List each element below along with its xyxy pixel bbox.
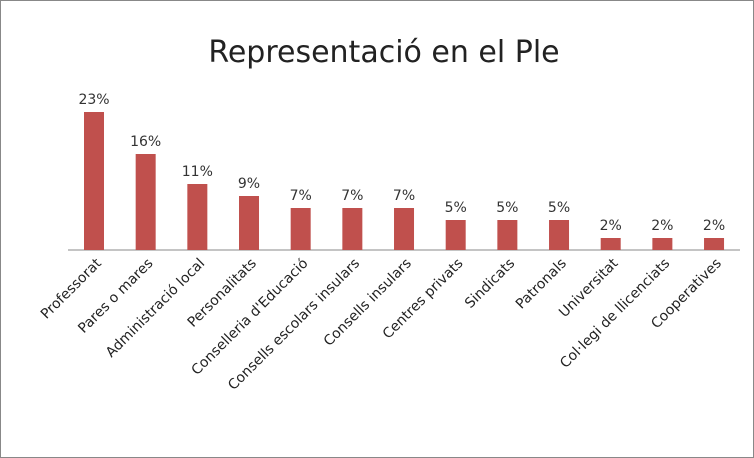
bar: [290, 208, 311, 250]
value-label: 5%: [496, 200, 518, 216]
bar: [187, 184, 208, 250]
bar: [600, 238, 621, 250]
chart-title: Representació en el Ple: [208, 35, 559, 70]
bar: [84, 112, 104, 250]
value-label: 23%: [78, 92, 109, 108]
value-label: 9%: [238, 176, 260, 192]
value-label: 7%: [393, 188, 415, 204]
bar: [497, 220, 518, 250]
bar: [704, 238, 725, 250]
value-label: 5%: [548, 200, 570, 216]
bar: [445, 220, 466, 250]
value-label: 2%: [600, 218, 622, 234]
value-label: 2%: [703, 218, 725, 234]
value-label: 7%: [341, 188, 363, 204]
value-label: 16%: [130, 134, 161, 150]
bar: [239, 196, 260, 250]
value-label: 11%: [182, 164, 213, 180]
value-label: 7%: [290, 188, 312, 204]
bar: [394, 208, 415, 250]
value-label: 5%: [445, 200, 467, 216]
value-label: 2%: [651, 218, 673, 234]
bar: [342, 208, 363, 250]
bar: [549, 220, 570, 250]
bar: [135, 154, 156, 250]
bar: [652, 238, 673, 250]
